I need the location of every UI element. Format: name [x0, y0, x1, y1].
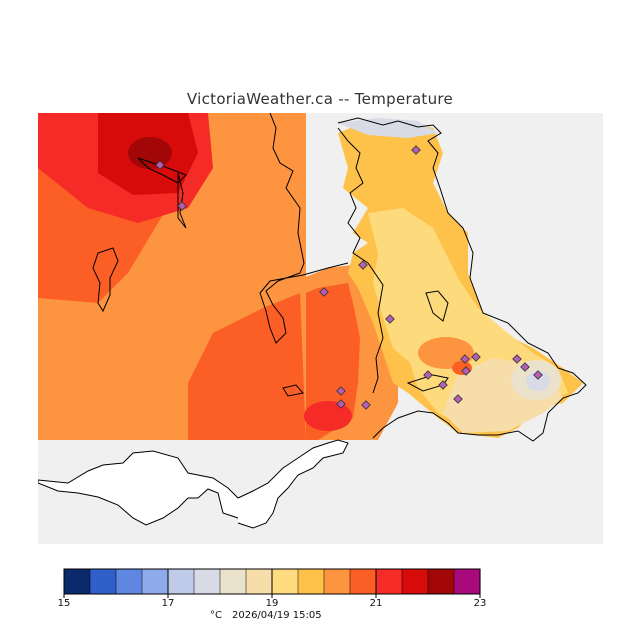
temperature-map[interactable] — [38, 113, 603, 544]
legend-bin — [297, 568, 325, 595]
contour-17c — [526, 371, 550, 391]
contour-21c-hotspot — [304, 401, 352, 431]
station-marker[interactable] — [460, 354, 470, 364]
mainland-coast — [259, 113, 349, 344]
legend-bin — [453, 568, 481, 595]
islet-5 — [177, 172, 187, 229]
legend-bin — [115, 568, 143, 595]
legend-bin — [89, 568, 117, 595]
station-marker[interactable] — [438, 380, 448, 390]
station-marker[interactable] — [358, 260, 368, 270]
contour-20-5c-pocket — [452, 361, 472, 375]
legend-unit: °C — [210, 610, 222, 621]
contour-20c-pocket — [418, 337, 474, 369]
station-marker[interactable] — [453, 394, 463, 404]
legend-bin — [245, 568, 273, 595]
legend-bin — [427, 568, 455, 595]
southern-landmass — [38, 450, 249, 526]
legend-timestamp: 2026/04/19 15:05 — [231, 610, 322, 621]
legend-bin — [401, 568, 429, 595]
station-marker[interactable] — [361, 400, 371, 410]
legend-bins — [63, 568, 481, 595]
legend-bin — [271, 568, 299, 595]
legend-bin — [63, 568, 91, 595]
legend-bin — [323, 568, 351, 595]
color-legend — [63, 568, 481, 598]
station-marker[interactable] — [155, 160, 165, 170]
station-marker[interactable] — [512, 354, 522, 364]
contour-20-5c-east — [306, 283, 360, 440]
islet-2 — [425, 290, 449, 322]
station-marker[interactable] — [423, 370, 433, 380]
legend-tick-15: 15 — [57, 598, 71, 609]
legend-tick-23: 23 — [473, 598, 487, 609]
no-data-strip — [38, 440, 338, 441]
legend-bin — [141, 568, 169, 595]
legend-bin — [167, 568, 195, 595]
contour-19-5c-east — [270, 113, 398, 440]
legend-bin — [375, 568, 403, 595]
station-marker[interactable] — [319, 287, 329, 297]
station-marker[interactable] — [385, 314, 395, 324]
islet-3 — [282, 384, 304, 397]
station-marker[interactable] — [177, 201, 187, 211]
contour-north-cool — [338, 118, 438, 138]
island-coast-north — [337, 117, 587, 442]
station-marker[interactable] — [411, 145, 421, 155]
contour-20-5c-south — [188, 293, 306, 440]
station-marker[interactable] — [471, 352, 481, 362]
legend-tick-21: 21 — [369, 598, 383, 609]
station-marker[interactable] — [533, 370, 543, 380]
weather-stations — [155, 145, 543, 410]
station-marker[interactable] — [336, 399, 346, 409]
legend-ticks — [63, 569, 481, 598]
station-marker[interactable] — [520, 362, 530, 372]
station-marker[interactable] — [461, 366, 471, 376]
legend-footer: °C 2026/04/19 15:05 — [210, 610, 332, 621]
southern-coast — [237, 439, 349, 529]
legend-tick-17: 17 — [161, 598, 175, 609]
legend-bin — [349, 568, 377, 595]
station-marker[interactable] — [336, 386, 346, 396]
contour-22-5c — [128, 137, 172, 169]
legend-tick-19: 19 — [265, 598, 279, 609]
islet-1 — [92, 247, 119, 313]
map-title: VictoriaWeather.ca -- Temperature — [186, 90, 454, 108]
island-coast-west — [337, 127, 384, 394]
legend-bin — [193, 568, 221, 595]
legend-bin — [219, 568, 247, 595]
